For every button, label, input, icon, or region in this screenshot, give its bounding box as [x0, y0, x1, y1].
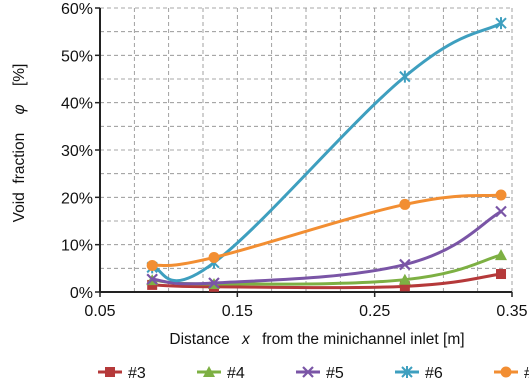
series-point — [146, 273, 158, 285]
y-tick-label: 50% — [61, 48, 93, 65]
y-tick-label: 30% — [61, 143, 93, 160]
series-point — [495, 17, 507, 30]
legend-label: #7 — [524, 365, 529, 382]
series-point — [208, 277, 220, 289]
y-tick-label: 10% — [61, 238, 93, 255]
legend-swatch-marker — [500, 366, 512, 378]
legend-label: #3 — [128, 365, 146, 382]
series-line — [150, 21, 503, 283]
x-axis-label-var: x — [241, 331, 251, 348]
y-tick-label: 40% — [61, 96, 93, 113]
ticks-layer: 0% 10% 20% 30% 40% 50% 60% 0.05 0.15 0.25 0.35 — [61, 1, 528, 320]
legend-swatch-marker — [401, 366, 413, 378]
series-layer — [146, 17, 508, 292]
x-axis-label-prefix: Distance — [169, 331, 229, 348]
legend: #3 #4 #5 #6 #7 — [98, 365, 529, 382]
y-axis-label-prefix: Void fraction — [11, 133, 28, 223]
y-axis-label: Void fraction φ [%] — [11, 64, 28, 223]
x-tick-label: 0.25 — [359, 303, 390, 320]
series-point — [208, 251, 220, 263]
y-axis-label-var: φ — [11, 104, 28, 114]
series-point — [399, 281, 410, 292]
x-tick-label: 0.15 — [222, 303, 253, 320]
x-tick-label: 0.35 — [496, 303, 527, 320]
x-axis-label-suffix: from the minichannel inlet [m] — [262, 331, 464, 348]
legend-swatch-marker — [105, 367, 115, 377]
series-point — [495, 249, 508, 261]
y-tick-label: 20% — [61, 190, 93, 207]
series-point — [399, 258, 411, 271]
y-tick-label: 0% — [70, 285, 93, 302]
y-axis-label-suffix: [%] — [11, 64, 28, 86]
series-line — [150, 210, 503, 286]
legend-swatch-marker — [203, 366, 215, 377]
y-tick-label: 60% — [61, 1, 93, 18]
grid-layer — [100, 7, 513, 292]
series-point — [495, 205, 507, 218]
series-point — [399, 198, 411, 210]
series-point — [398, 273, 411, 285]
series-point — [495, 189, 507, 201]
x-tick-label: 0.05 — [84, 303, 115, 320]
series-point — [496, 269, 507, 280]
x-axis-label: Distance x from the minichannel inlet [m… — [169, 331, 464, 348]
series-point — [399, 70, 411, 83]
series-point — [146, 259, 158, 271]
legend-label: #6 — [425, 365, 443, 382]
legend-swatch-marker — [302, 366, 314, 378]
legend-label: #4 — [227, 365, 245, 382]
legend-label: #5 — [326, 365, 344, 382]
series-line — [150, 272, 503, 290]
series-line — [150, 193, 503, 267]
